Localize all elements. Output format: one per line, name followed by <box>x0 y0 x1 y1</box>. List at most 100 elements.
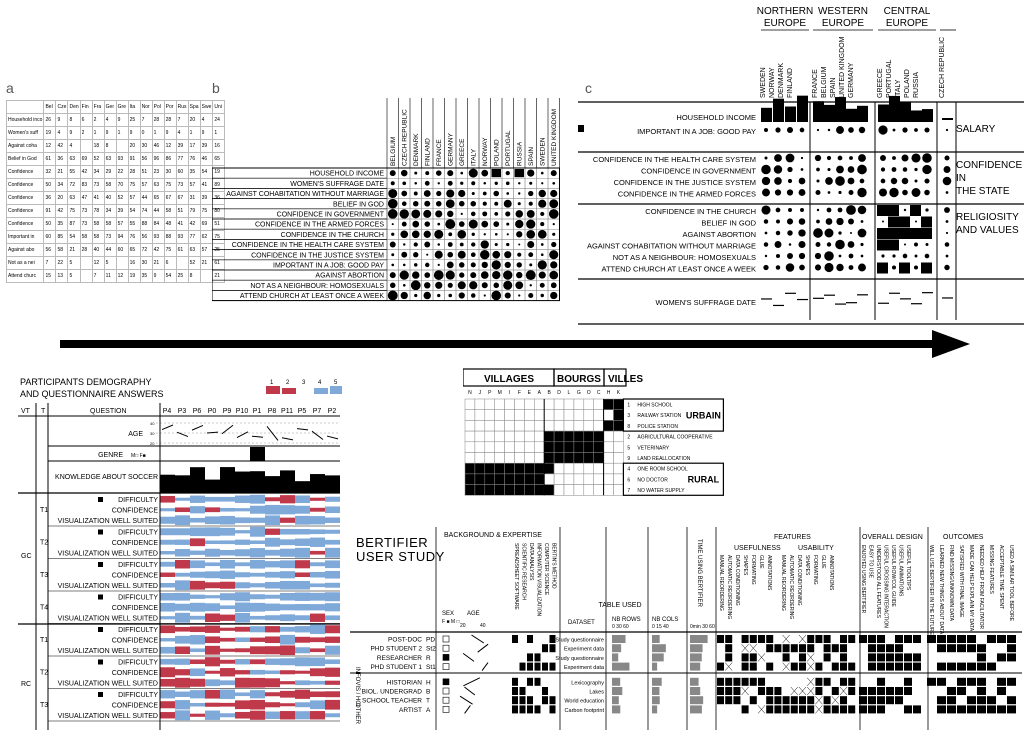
svg-text:2: 2 <box>627 435 630 441</box>
participant-role: POST-DOC <box>388 637 422 644</box>
mark <box>848 253 854 259</box>
value-cell: 29 <box>103 165 117 179</box>
mark <box>761 298 772 300</box>
table-row: Against coha 12 42 4 18 8 20 30 46 12 39 17 39 16 <box>5 139 226 153</box>
panel-b-letter: b <box>212 80 220 96</box>
mark <box>517 252 522 257</box>
mark <box>798 189 806 196</box>
value-cell: 12 <box>115 269 129 283</box>
mark <box>889 187 899 198</box>
mark <box>776 219 780 224</box>
mark <box>774 189 782 196</box>
svg-text:OTHER: OTHER <box>354 703 360 725</box>
mark <box>518 192 521 195</box>
row-label: AGAINST ABORTION <box>683 230 757 239</box>
mark <box>764 231 768 235</box>
mark <box>786 126 794 134</box>
value-cell: 54 <box>127 204 141 218</box>
mark <box>799 127 805 133</box>
mark <box>857 228 867 238</box>
country-header: BELGIUM <box>390 137 397 166</box>
value-cell: 22 <box>115 165 129 179</box>
question-label: CONFIDENCE <box>112 508 159 515</box>
mark <box>518 294 521 297</box>
mark <box>402 263 406 267</box>
participant-dataset: Lakes <box>589 690 604 696</box>
mark <box>458 189 466 198</box>
value-cell: 75 <box>212 230 226 244</box>
participant-dataset: Carbon footprint <box>565 708 605 714</box>
value-cell: 60 <box>115 243 129 257</box>
svg-text:L: L <box>568 390 571 396</box>
value-cell: 60 <box>43 230 57 244</box>
svg-text:USEFUL ANIMATIONS: USEFUL ANIMATIONS <box>898 545 904 597</box>
mark <box>391 232 395 236</box>
value-cell: 58 <box>91 230 105 244</box>
value-cell: 7 <box>139 113 153 127</box>
mark <box>483 182 487 185</box>
value-cell: 56 <box>139 230 153 244</box>
table-row: Confidence 32 21 55 42 34 29 22 28 51 23 30 60 35 54 19 <box>5 165 226 179</box>
value-cell: 7 <box>43 256 57 270</box>
value-cell: 28 <box>163 113 177 127</box>
mark <box>470 211 476 217</box>
participant-role: PHD STUDENT 2 <box>370 646 422 653</box>
value-cell: 17 <box>187 139 201 153</box>
row-label: WOMEN'S SUFFRAGE DATE <box>290 181 384 188</box>
col-header: Den <box>67 100 81 114</box>
village-row-label: LAND REALLOCATION <box>637 456 690 462</box>
svg-text:BACKGROUND & EXPERTISE: BACKGROUND & EXPERTISE <box>444 532 542 539</box>
svg-text:E: E <box>528 390 532 396</box>
participant-id: P11 <box>281 408 293 415</box>
mark <box>411 230 420 239</box>
value-cell <box>79 139 93 153</box>
country-header: CZECH REPUBLIC <box>939 37 946 98</box>
mark <box>824 251 834 261</box>
value-cell: 35 <box>55 217 69 231</box>
mark <box>761 205 771 215</box>
mark <box>836 165 844 174</box>
scale-number: 5 <box>334 380 338 386</box>
value-cell: 94 <box>115 230 129 244</box>
value-cell: 8 <box>187 269 201 283</box>
svg-text:5: 5 <box>627 445 630 451</box>
task-label: T2 <box>40 670 48 677</box>
value-cell: 12 <box>43 139 57 153</box>
mark <box>944 207 950 213</box>
group-label: AND VALUES <box>956 225 1019 236</box>
mark <box>902 167 908 172</box>
mark <box>785 153 795 163</box>
value-cell: 57 <box>187 178 201 192</box>
mark <box>411 209 421 219</box>
mark <box>860 220 864 223</box>
svg-text:O: O <box>587 390 591 396</box>
svg-text:I: I <box>509 390 510 396</box>
mark <box>412 220 420 228</box>
mark <box>435 281 443 289</box>
mark <box>857 205 867 215</box>
value-cell: 42 <box>187 217 201 231</box>
mark <box>414 171 418 175</box>
mark <box>797 298 808 301</box>
value-cell: 31 <box>187 191 201 205</box>
mark <box>550 189 558 198</box>
table-row: Belief in God 61 36 63 69 52 63 93 91 56 96 86 77 76 4… <box>5 152 226 166</box>
task-label: T2 <box>40 540 48 547</box>
mark <box>399 209 409 219</box>
svg-text:ENJOYED USING BERTIFIER: ENJOYED USING BERTIFIER <box>860 545 866 614</box>
expertise-header: COMPUTER SCIENCE <box>543 543 549 596</box>
svg-text:MADE CAN HELP EXPLAIN MY DATA: MADE CAN HELP EXPLAIN MY DATA <box>968 545 974 632</box>
mark <box>797 95 808 122</box>
country-header: CZECH REPUBLIC <box>401 109 408 166</box>
mark <box>493 282 500 289</box>
value-cell: 86 <box>163 152 177 166</box>
value-cell: 58 <box>55 243 69 257</box>
mark <box>457 281 466 290</box>
value-cell: 7 <box>175 113 189 127</box>
mark <box>552 232 556 236</box>
mark <box>900 298 911 300</box>
mark <box>914 128 918 132</box>
value-cell: 54 <box>199 165 214 179</box>
mark <box>391 263 395 267</box>
mark <box>436 190 442 197</box>
